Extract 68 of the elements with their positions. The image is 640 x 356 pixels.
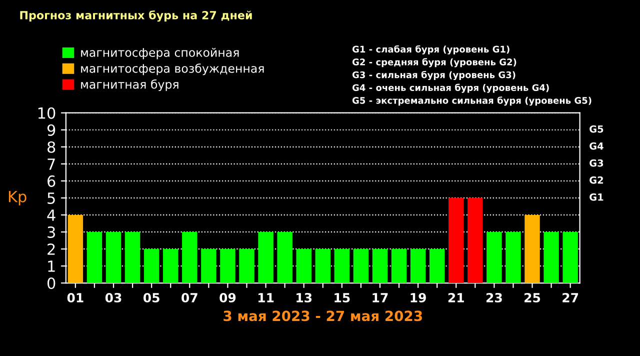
x-tick-label: 19 <box>410 292 426 302</box>
bar <box>68 214 84 284</box>
text: G4 - очень сильная буря (уровень G4) <box>352 84 549 93</box>
text: G3 - сильная буря (уровень G3) <box>352 70 516 80</box>
bar <box>258 232 274 284</box>
y-tick-label: 7 <box>48 158 55 170</box>
bar <box>448 198 464 284</box>
x-tick-label: 03 <box>105 292 122 302</box>
bar <box>296 248 312 284</box>
bar <box>544 232 559 284</box>
text: G3 <box>590 159 604 167</box>
y-tick-label: 4 <box>47 210 56 221</box>
text: G5 - экстремально сильная буря (уровень G5) <box>352 96 592 106</box>
bar <box>506 232 521 284</box>
bar <box>86 232 102 284</box>
bar <box>429 248 445 284</box>
x-tick-label: 07 <box>182 292 198 302</box>
bar <box>220 248 236 284</box>
bar <box>277 232 292 284</box>
x-tick-label: 09 <box>220 292 236 302</box>
x-tick-label: 05 <box>143 292 160 302</box>
text: G5 <box>590 125 604 133</box>
y-tick-label: 10 <box>38 107 56 119</box>
bar <box>124 232 140 284</box>
y-tick-label: 9 <box>47 124 56 136</box>
x-tick-label: 11 <box>258 293 274 302</box>
legend-label: магнитосфера спокойная <box>81 48 239 60</box>
bar <box>162 248 178 284</box>
bar <box>372 248 388 284</box>
bar <box>239 248 254 284</box>
x-tick-label: 13 <box>296 292 312 302</box>
x-tick-label: 15 <box>334 293 350 302</box>
bar <box>410 248 426 284</box>
text: G4 <box>590 142 604 150</box>
x-tick-label: 17 <box>372 293 388 302</box>
bar <box>334 248 350 284</box>
bar <box>391 248 407 284</box>
bar <box>486 232 502 284</box>
chart-title: Прогноз магнитных бурь на 27 дней <box>20 10 252 22</box>
y-tick-label: 0 <box>47 277 56 290</box>
y-tick-label: 1 <box>48 260 55 272</box>
y-tick-label: 6 <box>48 175 56 187</box>
y-tick-label: 3 <box>48 226 55 238</box>
text: G1 - слабая буря (уровень G1) <box>352 45 510 54</box>
bar <box>562 232 578 284</box>
x-tick-label: 21 <box>448 292 464 302</box>
legend-label: магнитная буря <box>81 79 178 92</box>
bar <box>353 248 369 284</box>
legend-label: магнитосфера возбужденная <box>81 64 264 76</box>
y-tick-label: 5 <box>48 192 55 204</box>
x-tick-label: 01 <box>67 292 84 302</box>
x-axis-title: 3 мая 2023 - 27 мая 2023 <box>224 310 422 322</box>
text: G1 <box>590 193 604 201</box>
bar <box>524 214 540 284</box>
y-axis-title: Kp <box>8 191 26 206</box>
text: G2 - средняя буря (уровень G2) <box>352 58 516 68</box>
bar <box>144 248 160 284</box>
x-tick-label: 25 <box>524 292 540 302</box>
bar <box>468 198 483 284</box>
y-tick-label: 2 <box>48 243 55 255</box>
bar <box>201 248 216 284</box>
bar <box>182 232 198 284</box>
bar <box>315 248 330 284</box>
text: G2 <box>590 176 603 184</box>
y-tick-label: 8 <box>48 141 56 153</box>
x-tick-label: 27 <box>562 292 578 302</box>
bar <box>106 232 122 284</box>
x-tick-label: 23 <box>486 292 502 302</box>
